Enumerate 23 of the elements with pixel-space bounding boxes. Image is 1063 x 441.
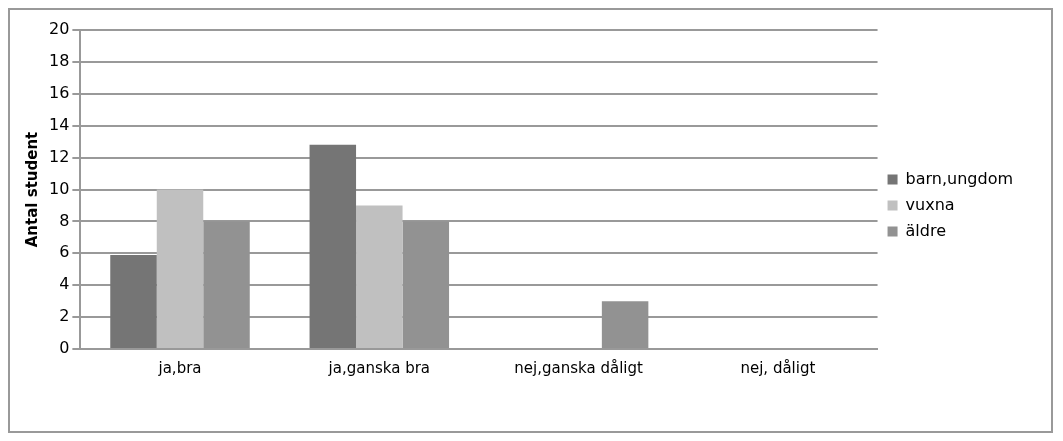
y-tick-label: 6 bbox=[59, 242, 70, 262]
bar bbox=[356, 205, 403, 348]
y-tick-label: 12 bbox=[49, 146, 70, 166]
y-tick-label: 14 bbox=[49, 114, 70, 134]
x-tick-label: ja,bra bbox=[157, 358, 202, 377]
y-tick-label: 4 bbox=[59, 274, 70, 294]
y-tick-label: 16 bbox=[49, 82, 70, 102]
y-tick-label: 2 bbox=[59, 306, 70, 326]
y-axis-title: Antal student bbox=[22, 131, 41, 248]
y-tick-label: 10 bbox=[49, 178, 70, 198]
y-tick-label: 20 bbox=[49, 19, 70, 39]
x-tick-label: nej, dåligt bbox=[740, 358, 816, 377]
y-tick-label: 8 bbox=[59, 210, 70, 230]
y-tick-label: 18 bbox=[49, 51, 70, 71]
bar bbox=[110, 254, 157, 348]
x-tick-label: nej,ganska dåligt bbox=[514, 358, 643, 377]
legend-label: vuxna bbox=[905, 194, 955, 214]
x-tick-label: ja,ganska bra bbox=[327, 358, 431, 377]
bar bbox=[156, 189, 204, 348]
legend-label: äldre bbox=[905, 220, 947, 240]
bar bbox=[309, 144, 357, 348]
y-tick-label: 0 bbox=[59, 338, 70, 358]
legend-label: barn,ungdom bbox=[905, 168, 1013, 188]
